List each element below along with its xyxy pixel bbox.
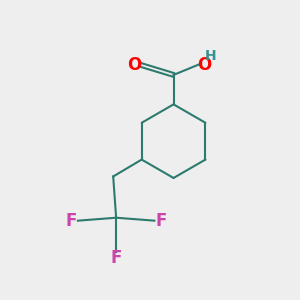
Text: F: F: [66, 212, 77, 230]
Text: H: H: [205, 49, 216, 63]
Text: F: F: [110, 249, 122, 267]
Text: O: O: [127, 56, 142, 74]
Text: F: F: [155, 212, 166, 230]
Text: O: O: [197, 56, 211, 74]
